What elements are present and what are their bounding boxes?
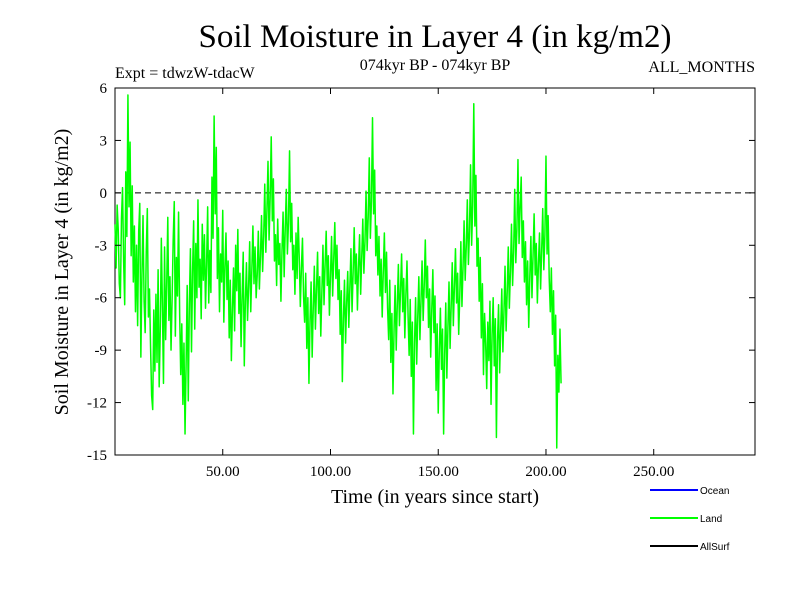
chart-title: Soil Moisture in Layer 4 (in kg/m2) [199,19,672,55]
x-axis-label: Time (in years since start) [331,486,539,508]
plot-frame [114,87,756,456]
x-axis: 50.00 100.00 150.00 200.00 250.00 [206,88,674,480]
y-tick-label: -12 [87,396,107,412]
legend: Ocean Land AllSurf [650,486,730,553]
legend-land-label: Land [700,514,722,525]
x-tick-label: 150.00 [418,464,459,480]
plot-area: 50.00 100.00 150.00 200.00 250.00 6 3 0 -3 -6 -9 -… [87,81,756,480]
legend-allsurf-label: AllSurf [700,542,730,553]
land-series-line [114,94,562,449]
legend-ocean-label: Ocean [700,486,729,497]
y-tick-label: 0 [100,186,108,202]
x-tick-label: 200.00 [525,464,566,480]
experiment-label: Expt = tdwzW-tdacW [115,65,256,82]
chart-subtitle: 074kyr BP - 074kyr BP [360,57,511,74]
y-tick-label: -15 [87,448,107,464]
x-tick-label: 250.00 [633,464,674,480]
x-tick-label: 50.00 [206,464,240,480]
x-tick-label: 100.00 [310,464,351,480]
y-tick-label: 6 [100,81,108,97]
y-tick-label: 3 [100,133,108,149]
y-tick-label: -6 [95,291,108,307]
y-tick-label: -9 [95,343,108,359]
y-axis: 6 3 0 -3 -6 -9 -12 -15 [87,81,755,464]
y-tick-label: -3 [95,238,108,254]
y-axis-label: Soil Moisture in Layer 4 (in kg/m2) [51,129,73,416]
season-label: ALL_MONTHS [648,59,755,76]
